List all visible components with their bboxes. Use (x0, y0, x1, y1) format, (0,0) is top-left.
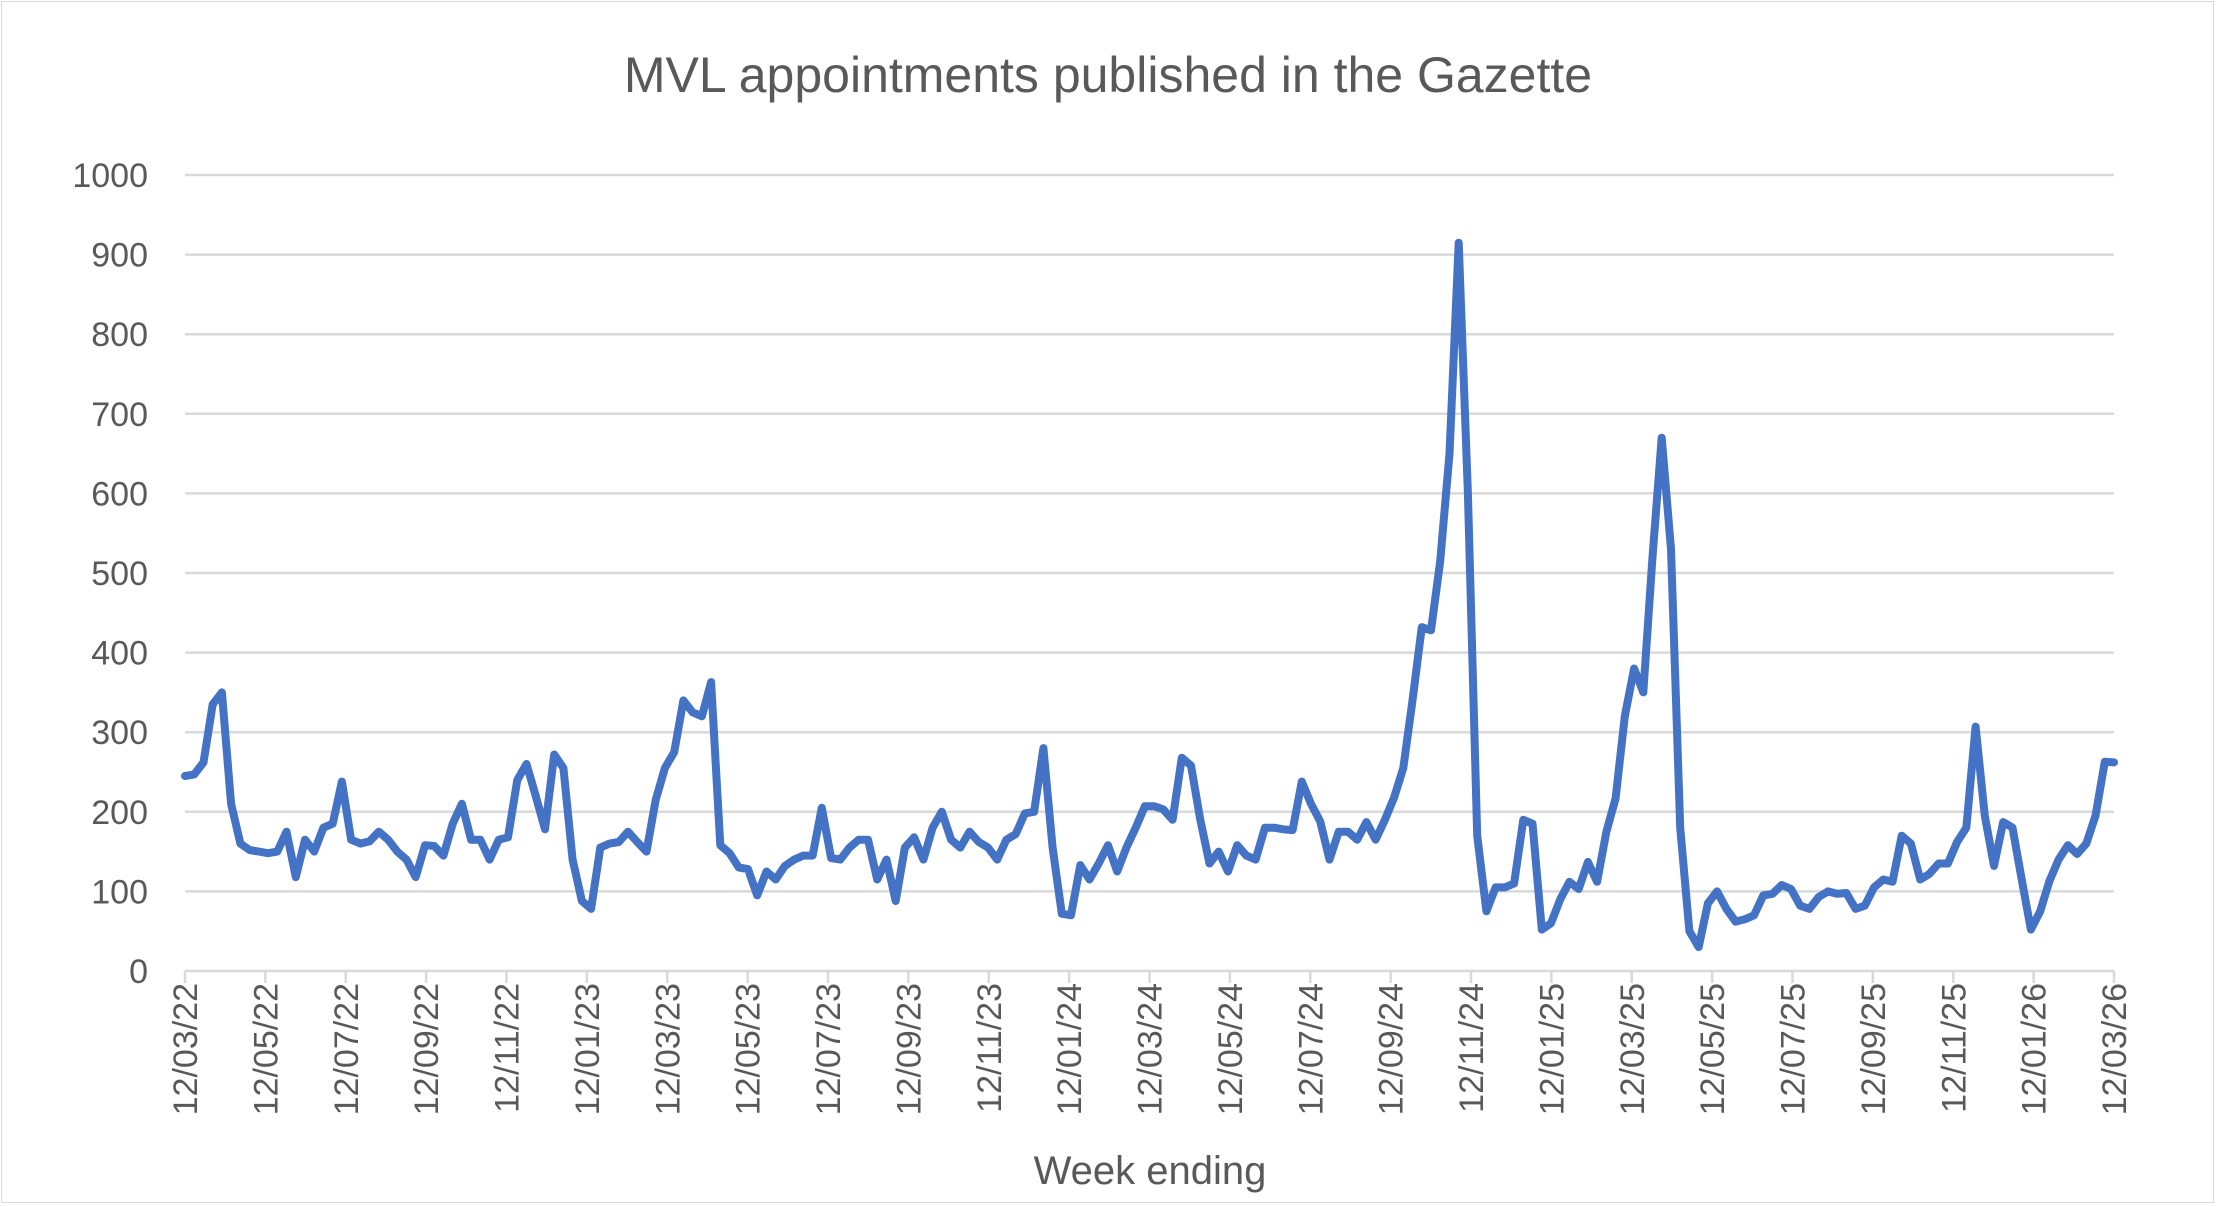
y-tick-label: 100 (91, 873, 148, 911)
y-tick-label: 700 (91, 396, 148, 434)
y-tick-label: 200 (91, 794, 148, 832)
y-axis-ticks: 0 100 200 300 400 500 600 700 800 900 1000 (72, 157, 148, 991)
x-tick-label: 12/01/26 (2016, 983, 2054, 1115)
x-tick-label: 12/09/22 (408, 983, 446, 1115)
x-axis-label: Week ending (1034, 1149, 1267, 1193)
y-tick-label: 500 (91, 555, 148, 593)
y-tick-label: 300 (91, 714, 148, 752)
x-tick-label: 12/01/23 (569, 983, 607, 1115)
x-tick-label: 12/07/22 (328, 983, 366, 1115)
x-tick-label: 12/03/25 (1614, 983, 1652, 1115)
x-tick-label: 12/03/26 (2096, 983, 2134, 1115)
x-tick-label: 12/03/23 (649, 983, 687, 1115)
series-group (181, 238, 2118, 952)
y-tick-label: 0 (129, 953, 148, 991)
x-tick-label: 12/11/23 (971, 983, 1009, 1113)
gridlines (185, 173, 2114, 893)
y-tick-label: 1000 (72, 157, 148, 195)
y-tick-label: 600 (91, 475, 148, 513)
x-tick-label: 12/05/22 (247, 983, 285, 1115)
y-tick-label: 400 (91, 635, 148, 673)
x-tick-label: 12/05/23 (730, 983, 768, 1115)
x-tick-label: 12/09/25 (1855, 983, 1893, 1115)
x-tick-label: 12/07/25 (1775, 983, 1813, 1115)
x-tick-label: 12/07/24 (1292, 983, 1330, 1115)
series-line (181, 238, 2118, 952)
x-tick-label: 12/09/24 (1373, 983, 1411, 1115)
x-tick-label: 12/01/24 (1051, 983, 1089, 1115)
x-tick-label: 12/03/22 (167, 983, 205, 1115)
chart-title: MVL appointments published in the Gazett… (624, 47, 1592, 103)
y-tick-label: 900 (91, 237, 148, 275)
x-tick-label: 12/05/24 (1212, 983, 1250, 1115)
x-tick-label: 12/11/25 (1935, 983, 1973, 1113)
x-tick-label: 12/05/25 (1694, 983, 1732, 1115)
x-tick-label: 12/01/25 (1533, 983, 1571, 1115)
x-tick-label: 12/11/22 (489, 983, 527, 1113)
x-tick-label: 12/03/24 (1132, 983, 1170, 1115)
x-tick-label: 12/07/23 (810, 983, 848, 1115)
x-tick-label: 12/11/24 (1453, 983, 1491, 1113)
x-tick-label: 12/09/23 (890, 983, 928, 1115)
x-axis: 12/03/22 12/05/22 12/07/22 12/09/22 12/11/22… (167, 969, 2134, 1115)
y-tick-label: 800 (91, 316, 148, 354)
